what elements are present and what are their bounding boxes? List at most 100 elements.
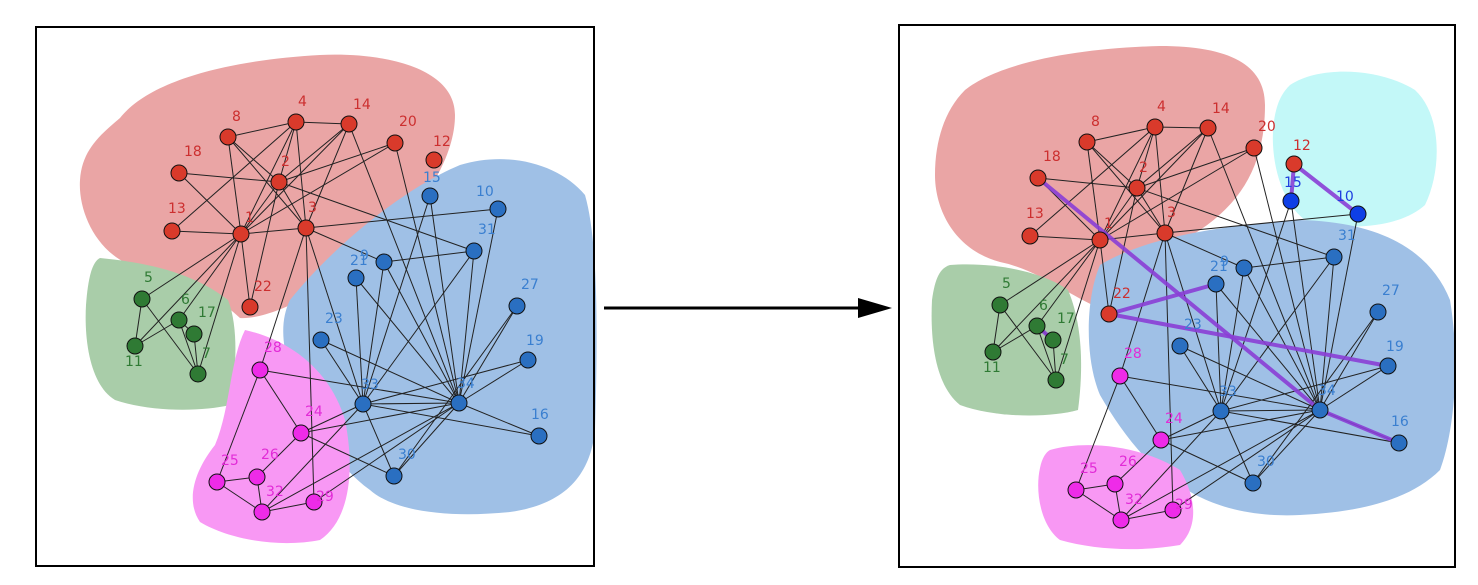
node-28 <box>251 361 269 379</box>
node-24 <box>292 424 310 442</box>
node-33 <box>354 395 372 413</box>
highlighted-edge-22-19 <box>1107 312 1390 368</box>
node-17 <box>185 325 203 343</box>
edge-32-34 <box>261 402 460 513</box>
edge-15-34 <box>429 195 460 404</box>
edge-16-33 <box>1220 410 1400 444</box>
right-magenta-community-region <box>1038 445 1194 550</box>
edge-9-31 <box>383 250 475 263</box>
node-label-22: 22 <box>1113 286 1131 302</box>
edge-6-11 <box>992 325 1038 353</box>
node-17 <box>1044 331 1062 349</box>
node-label-24: 24 <box>1165 411 1183 427</box>
edge-16-34 <box>458 402 540 437</box>
edge-1-3 <box>240 227 307 235</box>
node-13 <box>163 222 181 240</box>
edge-2-4 <box>1136 126 1156 189</box>
node-label-15: 15 <box>1284 175 1302 191</box>
node-23 <box>312 331 330 349</box>
edge-19-33 <box>362 359 529 405</box>
edge-21-33 <box>355 277 364 405</box>
node-label-10: 10 <box>476 184 494 200</box>
node-label-7: 7 <box>202 346 211 362</box>
edge-9-34 <box>383 261 460 404</box>
node-label-30: 30 <box>398 447 416 463</box>
edge-1-14 <box>240 123 350 235</box>
node-23 <box>1171 337 1189 355</box>
node-1 <box>1091 231 1109 249</box>
edge-6-7 <box>1036 325 1057 381</box>
transformation-arrow <box>604 298 892 318</box>
node-label-8: 8 <box>1091 114 1100 130</box>
edge-14-34 <box>1207 127 1321 411</box>
node-label-12: 12 <box>433 134 451 150</box>
edge-1-22 <box>240 233 251 308</box>
right-nodes: 1234567891011121314151617181920212223242… <box>983 99 1409 529</box>
node-6 <box>1028 317 1046 335</box>
node-label-16: 16 <box>1391 414 1409 430</box>
edge-3-10 <box>305 208 499 229</box>
node-label-6: 6 <box>1039 298 1048 314</box>
node-label-27: 27 <box>521 277 539 293</box>
node-16 <box>1390 434 1408 452</box>
edge-25-32 <box>216 481 263 513</box>
node-label-25: 25 <box>221 453 239 469</box>
edge-3-29 <box>1164 232 1174 511</box>
node-label-2: 2 <box>1139 160 1148 176</box>
edge-1-8 <box>227 136 242 235</box>
node-27 <box>508 297 526 315</box>
node-label-14: 14 <box>353 97 371 113</box>
node-label-33: 33 <box>361 377 379 393</box>
node-14 <box>1199 119 1217 137</box>
node-10 <box>489 200 507 218</box>
edge-24-33 <box>1160 410 1222 441</box>
edge-9-31 <box>1243 256 1335 269</box>
left-blue-community-region <box>283 159 597 515</box>
edge-30-33 <box>1220 410 1254 484</box>
highlighted-edge-34-16 <box>1318 408 1401 445</box>
node-9 <box>375 253 393 271</box>
node-3 <box>297 219 315 237</box>
node-label-34: 34 <box>1318 383 1336 399</box>
edge-4-14 <box>1154 126 1209 129</box>
edge-23-34 <box>1179 345 1321 411</box>
node-6 <box>170 311 188 329</box>
edge-9-33 <box>362 261 385 405</box>
edge-3-14 <box>1164 127 1209 234</box>
edge-23-33 <box>320 339 364 405</box>
edge-4-8 <box>1086 126 1156 143</box>
edge-4-8 <box>227 121 297 138</box>
node-20 <box>1245 139 1263 157</box>
edge-33-34 <box>1220 409 1321 412</box>
edge-24-30 <box>1160 439 1254 484</box>
edge-6-7 <box>178 319 199 375</box>
edge-3-9 <box>305 227 385 263</box>
edge-15-34 <box>1290 200 1321 411</box>
node-label-24: 24 <box>305 404 323 420</box>
edge-24-34 <box>1160 409 1321 441</box>
node-29 <box>1164 501 1182 519</box>
edge-3-9 <box>1164 232 1245 269</box>
node-label-15: 15 <box>423 170 441 186</box>
node-label-12: 12 <box>1293 138 1311 154</box>
left-panel-border <box>35 26 595 567</box>
node-21 <box>1207 275 1225 293</box>
edge-24-28 <box>259 369 302 434</box>
node-22 <box>1100 305 1118 323</box>
edge-2-3 <box>1136 187 1166 234</box>
node-label-23: 23 <box>325 311 343 327</box>
node-label-19: 19 <box>526 333 544 349</box>
edge-19-33 <box>1220 365 1389 412</box>
node-label-11: 11 <box>983 360 1001 376</box>
edge-2-18 <box>178 172 280 183</box>
node-label-23: 23 <box>1184 317 1202 333</box>
edge-29-34 <box>1172 409 1321 511</box>
node-13 <box>1021 227 1039 245</box>
node-label-31: 31 <box>478 222 496 238</box>
edge-1-13 <box>1029 235 1101 241</box>
node-label-14: 14 <box>1212 101 1230 117</box>
node-18 <box>1029 169 1047 187</box>
edge-1-5 <box>999 239 1101 306</box>
edge-3-33 <box>1164 232 1222 412</box>
edge-24-33 <box>300 403 364 434</box>
